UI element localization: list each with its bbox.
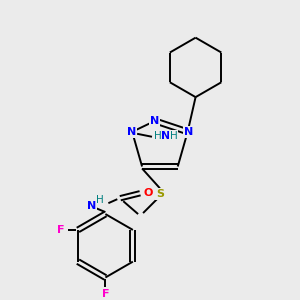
Text: F: F <box>102 289 109 299</box>
Text: O: O <box>143 188 153 198</box>
Text: N: N <box>87 201 96 211</box>
Text: N: N <box>150 116 160 126</box>
Text: N: N <box>184 127 193 137</box>
Text: H: H <box>96 195 103 205</box>
Text: F: F <box>57 225 65 235</box>
Text: S: S <box>156 189 164 199</box>
Text: H: H <box>170 131 178 141</box>
Text: N: N <box>127 127 136 137</box>
Text: N: N <box>161 131 170 141</box>
Text: H: H <box>154 131 162 141</box>
